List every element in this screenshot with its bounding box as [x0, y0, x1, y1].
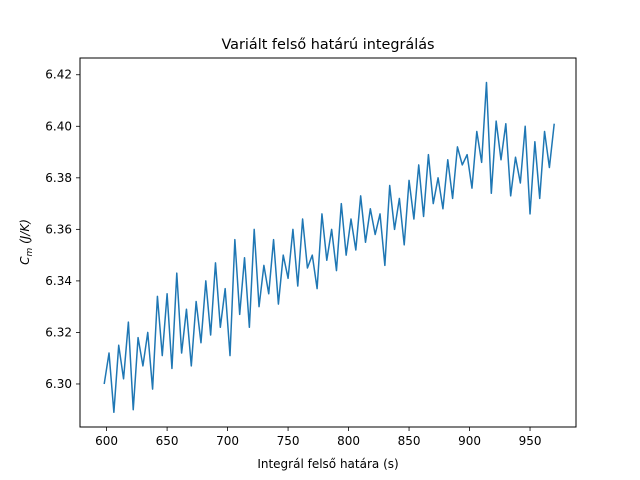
- y-tick-label: 6.40: [45, 119, 72, 133]
- y-axis-label-subscript: m: [25, 248, 35, 257]
- y-tick-label: 6.38: [45, 171, 72, 185]
- plot-frame: [79, 57, 577, 428]
- x-tick-label: 650: [156, 434, 179, 448]
- chart-title: Variált felső határú integrálás: [221, 37, 434, 53]
- x-axis-label: Integrál felső határa (s): [257, 457, 398, 471]
- x-tick-label: 900: [458, 434, 481, 448]
- y-axis-label-unit: (J/K): [18, 219, 32, 248]
- series-line: [103, 81, 555, 414]
- x-tick-label: 600: [95, 434, 118, 448]
- x-tick-label: 800: [337, 434, 360, 448]
- y-tick-label: 6.36: [45, 222, 72, 236]
- x-tick-label: 850: [398, 434, 421, 448]
- x-tick-label: 700: [216, 434, 239, 448]
- y-axis-label-symbol: C: [18, 256, 32, 265]
- x-tick-label: 950: [519, 434, 542, 448]
- y-tick-label: 6.42: [45, 68, 72, 82]
- y-axis-label: Cm (J/K): [18, 219, 35, 265]
- y-tick-label: 6.34: [45, 274, 72, 288]
- x-tick-label: 750: [277, 434, 300, 448]
- y-tick-label: 6.32: [45, 325, 72, 339]
- y-tick-label: 6.30: [45, 377, 72, 391]
